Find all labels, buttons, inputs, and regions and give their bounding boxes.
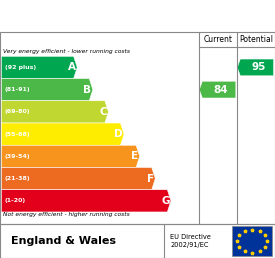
Text: (92 plus): (92 plus) bbox=[5, 65, 36, 70]
Polygon shape bbox=[1, 101, 108, 123]
Text: G: G bbox=[161, 196, 169, 206]
Text: 95: 95 bbox=[251, 62, 266, 72]
Polygon shape bbox=[199, 81, 236, 98]
Text: D: D bbox=[114, 129, 123, 139]
Polygon shape bbox=[1, 56, 77, 78]
Polygon shape bbox=[1, 145, 140, 167]
Text: (69-80): (69-80) bbox=[5, 109, 30, 114]
Polygon shape bbox=[1, 167, 155, 190]
Text: A: A bbox=[68, 62, 76, 72]
Text: Potential: Potential bbox=[239, 35, 273, 44]
Polygon shape bbox=[1, 123, 124, 145]
Text: B: B bbox=[83, 85, 91, 95]
Polygon shape bbox=[1, 190, 171, 212]
Text: C: C bbox=[100, 107, 107, 117]
Text: (21-38): (21-38) bbox=[5, 176, 30, 181]
Bar bbox=[232, 226, 272, 256]
Text: 84: 84 bbox=[213, 85, 228, 95]
Text: F: F bbox=[147, 174, 154, 184]
Text: Current: Current bbox=[204, 35, 233, 44]
Text: (81-91): (81-91) bbox=[5, 87, 30, 92]
Text: E: E bbox=[131, 151, 138, 161]
Text: (55-68): (55-68) bbox=[5, 132, 30, 137]
Text: Very energy efficient - lower running costs: Very energy efficient - lower running co… bbox=[3, 49, 130, 54]
Polygon shape bbox=[237, 59, 274, 76]
Text: Not energy efficient - higher running costs: Not energy efficient - higher running co… bbox=[3, 212, 130, 217]
Text: Energy Efficiency Rating: Energy Efficiency Rating bbox=[36, 9, 239, 24]
Text: EU Directive
2002/91/EC: EU Directive 2002/91/EC bbox=[170, 234, 211, 248]
Text: England & Wales: England & Wales bbox=[11, 236, 116, 246]
Text: (39-54): (39-54) bbox=[5, 154, 30, 159]
Polygon shape bbox=[1, 78, 93, 101]
Text: (1-20): (1-20) bbox=[5, 198, 26, 203]
